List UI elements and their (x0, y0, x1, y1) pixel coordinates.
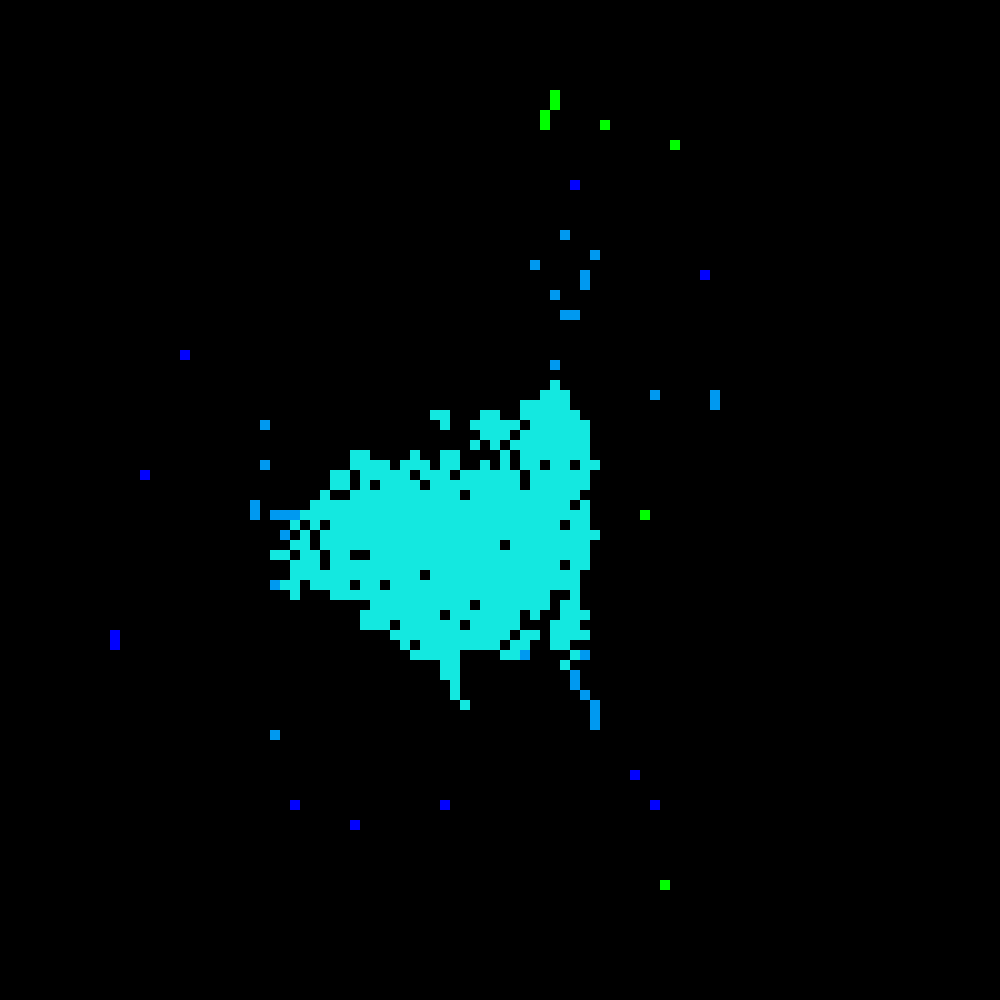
density-plot-canvas (0, 0, 1000, 1000)
density-plot-root (0, 0, 1000, 1000)
